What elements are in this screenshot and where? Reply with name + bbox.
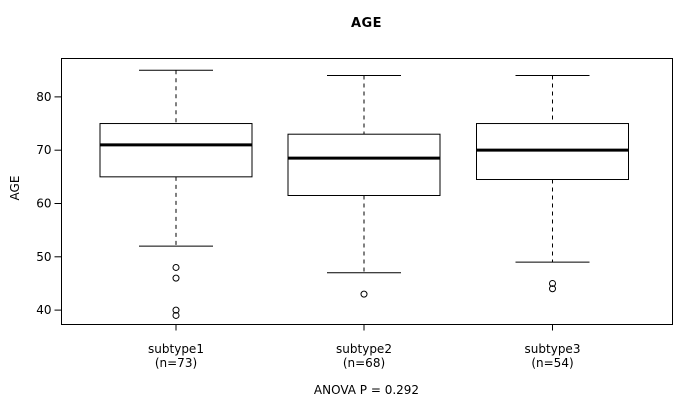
group-label: subtype3: [525, 342, 581, 356]
group-sublabel: (n=68): [343, 356, 385, 370]
outlier-point: [172, 306, 180, 314]
y-tick-label: 70: [36, 143, 51, 157]
outlier-point: [360, 290, 368, 298]
chart-title: AGE: [350, 16, 383, 31]
group-label: subtype1: [148, 342, 204, 356]
group-sublabel: (n=73): [155, 356, 197, 370]
iqr-box: [287, 133, 441, 196]
y-tick-label: 50: [36, 250, 51, 264]
anova-annotation: ANOVA P = 0.292: [313, 383, 420, 397]
y-tick-label: 40: [36, 303, 51, 317]
group-label: subtype2: [336, 342, 392, 356]
y-tick-label: 60: [36, 196, 51, 210]
outlier-point: [549, 285, 556, 293]
iqr-box: [99, 123, 253, 178]
group-sublabel: (n=54): [531, 356, 573, 370]
outlier-point: [549, 279, 556, 287]
y-tick-label: 80: [36, 90, 51, 104]
outlier-point: [172, 311, 180, 319]
plot-border: [61, 58, 673, 325]
outlier-point: [172, 263, 180, 271]
outlier-point: [172, 274, 180, 282]
